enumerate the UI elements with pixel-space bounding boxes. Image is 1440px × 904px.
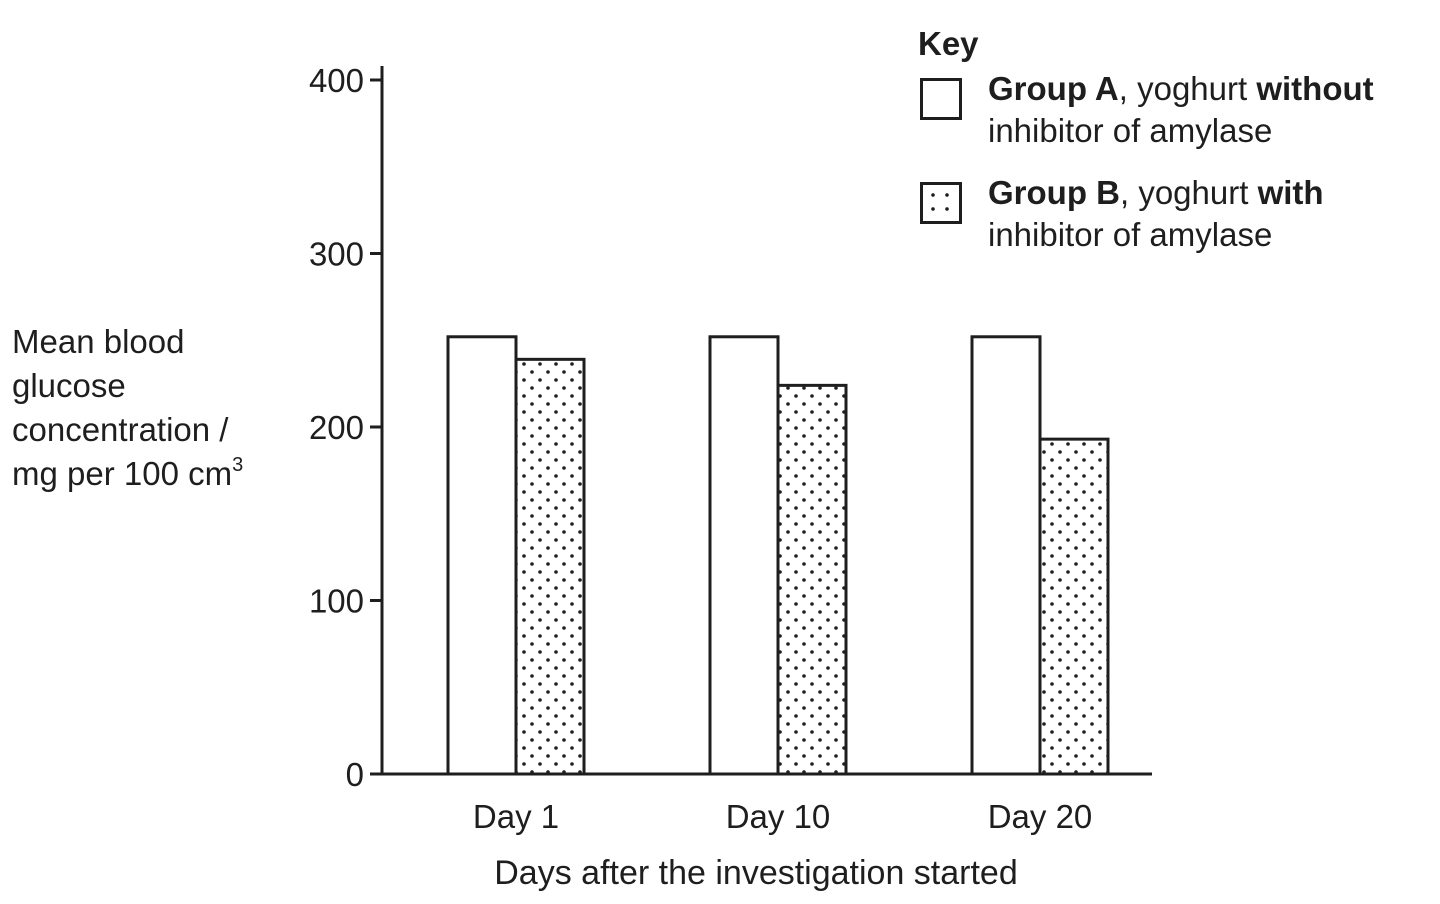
legend-text: Group B, yoghurt with inhibitor of amyla… xyxy=(988,172,1324,256)
y-axis-unit-superscript: 3 xyxy=(232,454,244,476)
y-axis-label-line: concentration / xyxy=(12,411,229,448)
legend-emphasis: without xyxy=(1256,70,1374,107)
y-axis-unit: mg per 100 cm xyxy=(12,455,233,492)
bar-group-a xyxy=(970,335,1042,776)
y-axis-label-line: Mean blood xyxy=(12,323,185,360)
bar-group-a xyxy=(446,335,518,776)
bars xyxy=(446,335,1110,776)
legend-text: Group A, yoghurt without inhibitor of am… xyxy=(988,68,1374,152)
legend-emphasis: with xyxy=(1257,174,1324,211)
y-tick-label: 100 xyxy=(309,583,364,620)
legend-group-name: Group A xyxy=(988,70,1119,107)
y-axis-label: Mean blood glucose concentration / mg pe… xyxy=(12,320,312,496)
x-tick-label: Day 20 xyxy=(988,798,1093,835)
legend-desc: , yoghurt xyxy=(1119,174,1258,211)
x-tick-label: Day 1 xyxy=(473,798,559,835)
bar-group-a xyxy=(708,335,780,776)
legend-desc-line2: inhibitor of amylase xyxy=(988,112,1273,149)
y-tick-label: 300 xyxy=(309,236,364,273)
x-tick-label: Day 10 xyxy=(726,798,831,835)
legend-swatch-plain xyxy=(920,78,962,120)
y-tick-label: 400 xyxy=(309,62,364,99)
legend: Key Group A, yoghurt without inhibitor o… xyxy=(918,24,1438,272)
legend-item-group-a: Group A, yoghurt without inhibitor of am… xyxy=(918,68,1438,168)
y-axis-label-line: mg per 100 cm3 xyxy=(12,452,312,496)
legend-title: Key xyxy=(918,25,979,62)
legend-swatch-dotted xyxy=(920,182,962,224)
legend-desc: , yoghurt xyxy=(1118,70,1257,107)
bar-group-b xyxy=(1038,437,1110,776)
y-tick-label: 200 xyxy=(309,409,364,446)
y-tick-label: 0 xyxy=(346,756,364,793)
legend-item-group-b: Group B, yoghurt with inhibitor of amyla… xyxy=(918,172,1438,272)
x-axis-label: Days after the investigation started xyxy=(494,854,1018,892)
legend-group-name: Group B xyxy=(988,174,1120,211)
axis-labels: 0 100 200 300 400 Day 1 Day 10 Day 20 Days after… xyxy=(309,62,1092,892)
bar-group-b xyxy=(514,357,586,776)
legend-desc-line2: inhibitor of amylase xyxy=(988,216,1273,253)
bar-group-b xyxy=(776,383,848,776)
y-axis-label-line: glucose xyxy=(12,367,126,404)
